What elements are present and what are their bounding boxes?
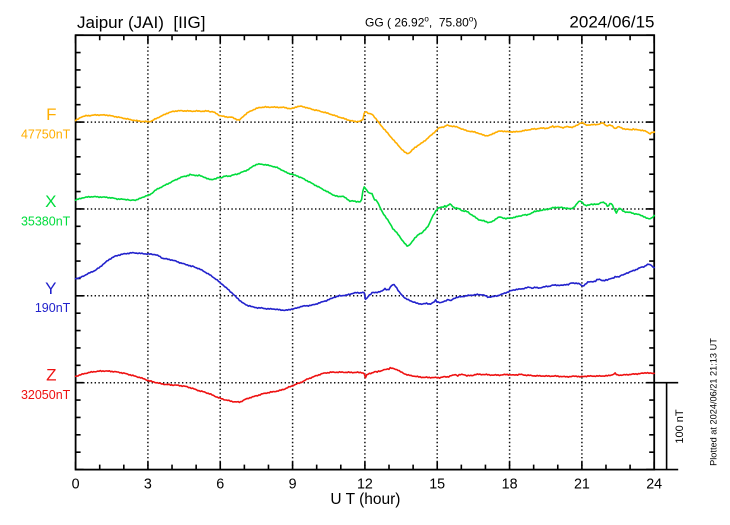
svg-text:X: X: [45, 192, 56, 211]
svg-text:Z: Z: [46, 366, 56, 385]
svg-text:Y: Y: [45, 279, 56, 298]
svg-text:Plotted at 2024/06/21 21:13 UT: Plotted at 2024/06/21 21:13 UT: [709, 338, 719, 466]
svg-text:12: 12: [357, 477, 373, 493]
svg-text:3: 3: [144, 477, 152, 493]
svg-text:2024/06/15: 2024/06/15: [569, 13, 654, 32]
svg-text:Jaipur (JAI) [IIG]: Jaipur (JAI) [IIG]: [77, 13, 205, 32]
svg-text:32050nT: 32050nT: [21, 388, 71, 402]
svg-text:21: 21: [574, 477, 590, 493]
svg-text:15: 15: [429, 477, 445, 493]
svg-text:190nT: 190nT: [35, 301, 71, 315]
svg-text:6: 6: [216, 477, 224, 493]
svg-text:F: F: [46, 105, 56, 124]
svg-text:U T (hour): U T (hour): [330, 491, 400, 508]
svg-text:24: 24: [646, 477, 662, 493]
svg-text:35380nT: 35380nT: [21, 214, 71, 228]
svg-text:GG ( 26.92o, 75.80o): GG ( 26.92o, 75.80o): [365, 15, 477, 30]
svg-text:100 nT: 100 nT: [674, 409, 686, 444]
svg-text:47750nT: 47750nT: [21, 128, 71, 142]
svg-text:0: 0: [72, 477, 80, 493]
svg-text:9: 9: [289, 477, 297, 493]
svg-text:18: 18: [502, 477, 518, 493]
